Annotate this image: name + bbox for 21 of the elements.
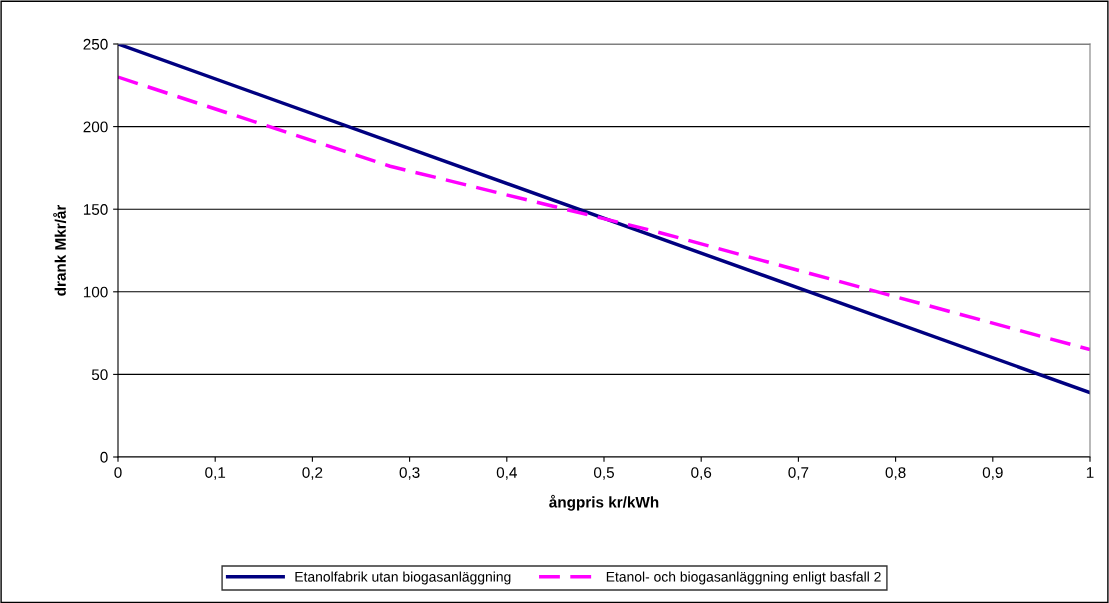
x-tick-label: 1 [1086,467,1094,478]
legend-label: Etanol- och biogasanläggning enligt basfall 2 [606,571,881,585]
y-tick-label: 100 [83,286,108,298]
legend-label: Etanolfabrik utan biogasanläggning [295,571,511,585]
x-tick-label: 0,1 [205,467,226,480]
x-tick-label: 0,4 [496,467,517,480]
x-tick-label: 0,5 [593,467,614,480]
y-axis-title: drank Mkr/år [53,204,67,296]
y-tick-label: 250 [83,38,108,50]
y-tick-label: 50 [91,369,108,381]
x-tick-label: 0,6 [691,467,712,480]
y-tick-label: 0 [100,451,108,463]
x-tick-label: 0,3 [399,467,420,480]
x-tick-label: 0,8 [885,467,906,480]
x-axis-title: ångpris kr/kWh [549,494,659,511]
x-tick-label: 0,2 [302,467,323,480]
x-tick-label: 0,7 [788,467,809,480]
y-tick-label: 150 [83,204,108,215]
y-tick-label: 200 [83,121,108,133]
x-tick-label: 0 [114,467,122,478]
x-tick-label: 0,9 [982,467,1003,480]
